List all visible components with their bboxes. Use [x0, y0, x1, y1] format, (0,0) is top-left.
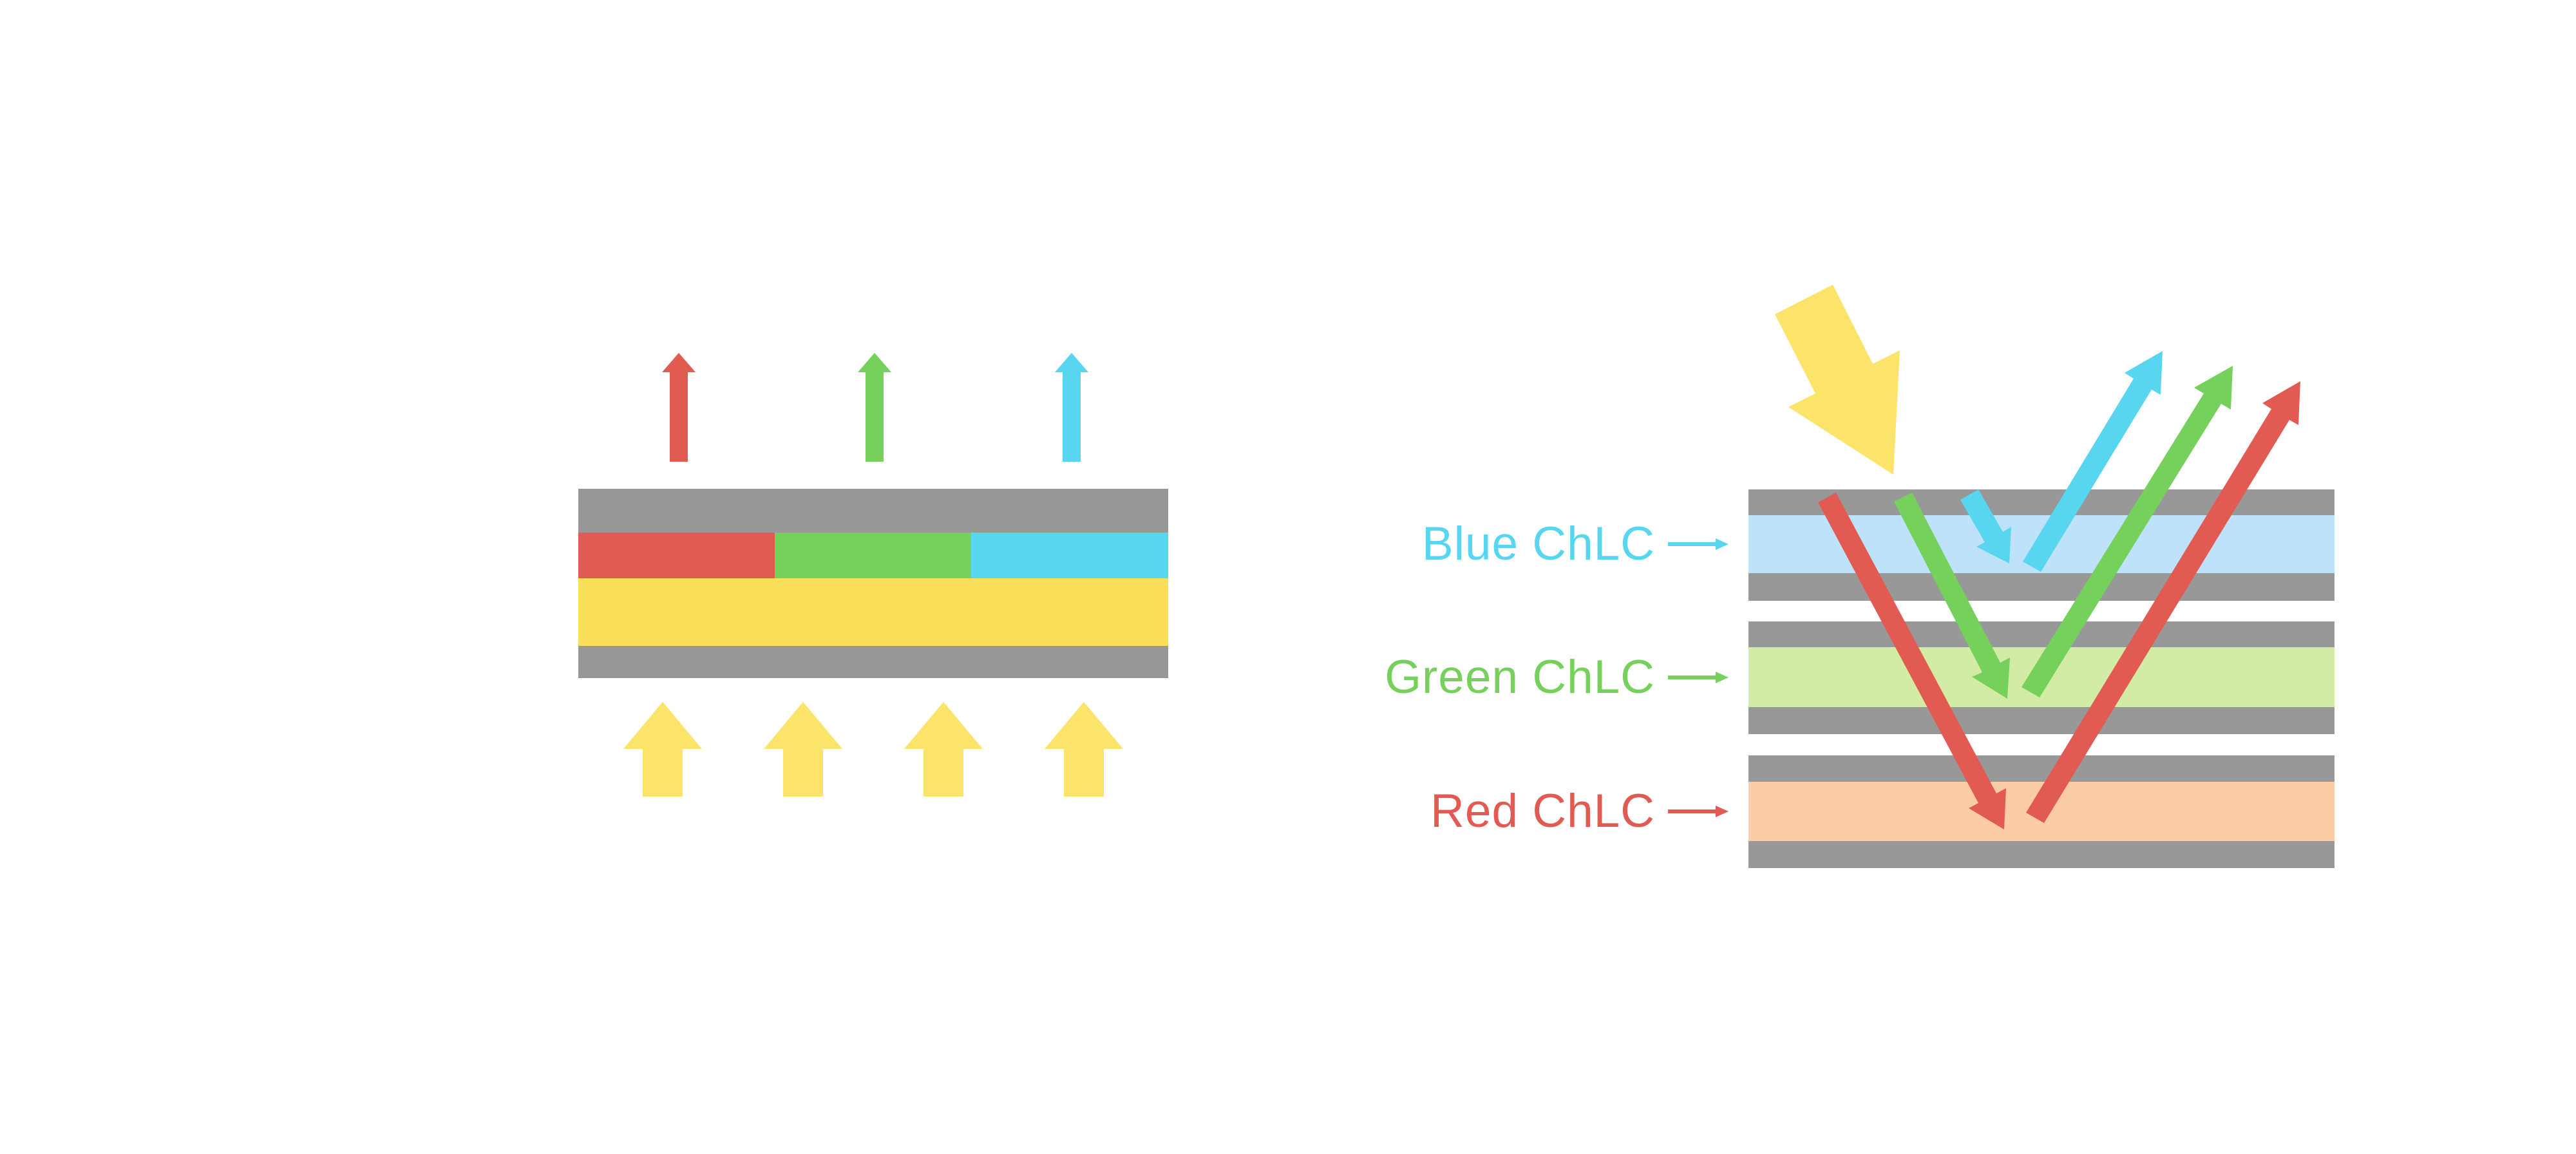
- green-up-arrow-icon: [858, 353, 891, 462]
- backlight-up-arrow-icon: [904, 702, 983, 797]
- green-cell-top-substrate: [1748, 621, 2334, 647]
- red-up-arrow-icon: [662, 353, 696, 462]
- red-label-pointer-arrow-icon: [1668, 806, 1728, 817]
- cyan-pixel-segment: [971, 533, 1168, 578]
- red-cell-bottom-substrate: [1748, 841, 2334, 868]
- blue-chlc-label: Blue ChLC: [1421, 518, 1655, 570]
- blue-cell-bottom-substrate: [1748, 573, 2334, 601]
- red-chlc-layer: [1748, 782, 2334, 841]
- green-chlc-label: Green ChLC: [1385, 651, 1655, 703]
- cyan-up-arrow-icon: [1055, 353, 1088, 462]
- yellow-layer: [578, 578, 1168, 646]
- backlight-up-arrow-icon: [623, 702, 702, 797]
- green-cell-bottom-substrate: [1748, 707, 2334, 734]
- green-label-pointer-arrow-icon: [1668, 672, 1728, 683]
- blue-cell-top-substrate: [1748, 489, 2334, 515]
- red-chlc-label: Red ChLC: [1430, 785, 1655, 837]
- left-stack-top-substrate: [578, 489, 1168, 533]
- blue-chlc-layer: [1748, 515, 2334, 573]
- incident-light-arrow-icon: [1775, 285, 1900, 475]
- blue-label-pointer-arrow-icon: [1668, 538, 1728, 550]
- left-stack-bottom-substrate: [578, 646, 1168, 678]
- red-pixel-segment: [578, 533, 775, 578]
- backlight-up-arrow-icon: [764, 702, 842, 797]
- red-cell-top-substrate: [1748, 755, 2334, 782]
- green-pixel-segment: [775, 533, 971, 578]
- green-chlc-layer: [1748, 647, 2334, 707]
- backlight-up-arrow-icon: [1045, 702, 1123, 797]
